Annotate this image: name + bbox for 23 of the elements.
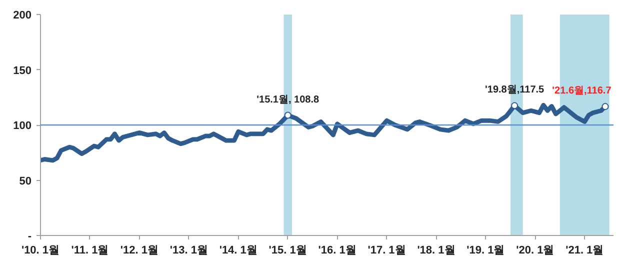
x-tick-label: '13. 1월 bbox=[170, 244, 208, 256]
x-tick-label: '15. 1월 bbox=[268, 244, 307, 256]
point bbox=[511, 102, 518, 110]
x-tick-label: '12. 1월 bbox=[120, 244, 158, 256]
y-tick-label: - bbox=[28, 230, 32, 242]
x-tick-label: '10. 1월 bbox=[21, 244, 60, 256]
x-tick-label: '21. 1월 bbox=[566, 244, 604, 256]
x-tick-label: '11. 1월 bbox=[71, 244, 109, 256]
x-tick-label: '17. 1월 bbox=[368, 244, 406, 256]
point bbox=[284, 112, 292, 119]
x-tick-label: '16. 1월 bbox=[318, 244, 356, 256]
y-tick-label: 200 bbox=[13, 10, 32, 22]
annotation: '21.6월,116.7 bbox=[552, 86, 612, 97]
y-tick-label: 100 bbox=[13, 120, 32, 132]
x-tick-label: '18. 1월 bbox=[417, 244, 456, 256]
y-tick-label: 150 bbox=[13, 64, 32, 77]
annotation: '15.1월, 108.8 bbox=[256, 94, 320, 106]
annotation: '19.8월,117.5 bbox=[485, 84, 545, 96]
y-tick-label: 50 bbox=[19, 175, 32, 188]
point bbox=[602, 103, 609, 110]
x-tick-label: '14. 1월 bbox=[219, 244, 258, 256]
x-tick-label: '19. 1월 bbox=[466, 244, 505, 256]
x-tick-label: '20. 1월 bbox=[516, 244, 554, 256]
